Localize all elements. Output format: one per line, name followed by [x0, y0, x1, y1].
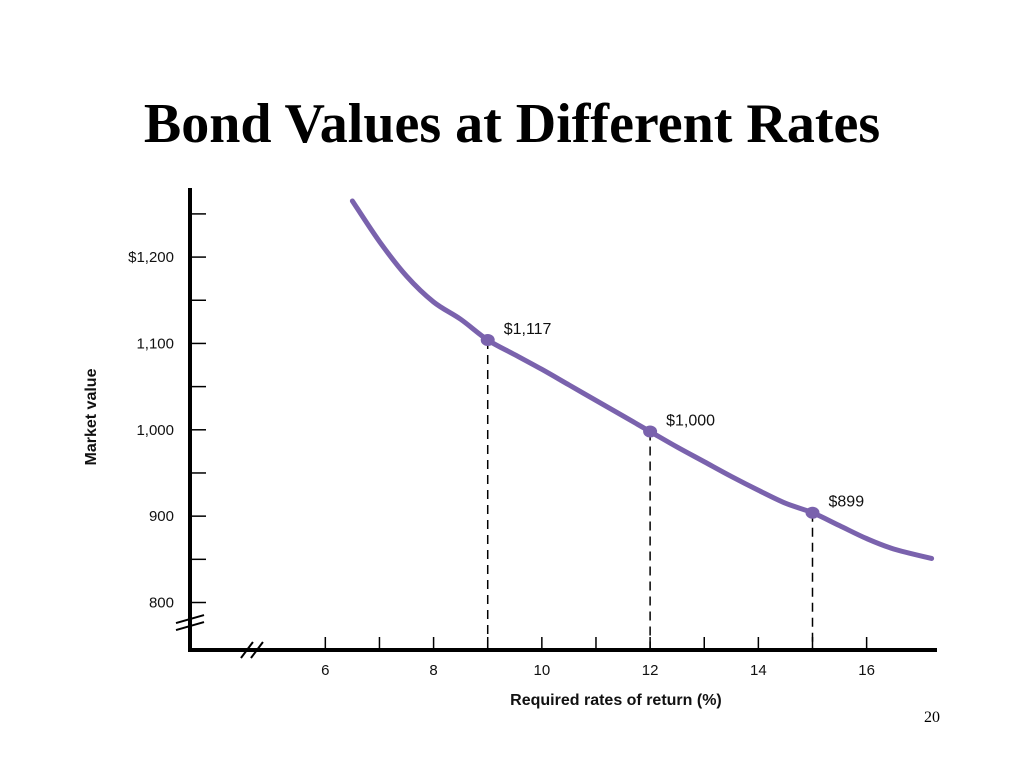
y-tick-label: 1,100	[136, 335, 174, 352]
point-value-label: $1,000	[666, 413, 715, 430]
page-number: 20	[924, 709, 940, 726]
x-axis-title: Required rates of return (%)	[510, 692, 722, 709]
y-axis-break	[175, 621, 205, 632]
x-tick-label: 12	[642, 662, 659, 679]
x-tick-label: 14	[750, 662, 767, 679]
highlight-point	[805, 506, 820, 519]
x-axis-break	[250, 641, 264, 659]
x-tick-label: 6	[321, 662, 329, 679]
point-value-label: $899	[829, 494, 865, 511]
y-axis-break	[175, 614, 205, 625]
slide-title: Bond Values at Different Rates	[143, 93, 881, 155]
y-tick-label: 1,000	[136, 422, 174, 439]
point-value-label: $1,117	[504, 321, 552, 338]
y-tick-label: $1,200	[128, 249, 174, 266]
x-tick-label: 8	[429, 662, 437, 679]
highlight-point	[643, 425, 658, 438]
x-axis-break	[240, 641, 254, 659]
y-tick-label: 900	[149, 508, 174, 525]
bond-value-curve	[349, 198, 935, 561]
x-tick-label: 10	[534, 662, 551, 679]
y-tick-label: 800	[149, 595, 174, 612]
x-tick-label: 16	[858, 662, 875, 679]
y-axis-title: Market value	[83, 368, 100, 465]
highlight-point	[480, 333, 495, 346]
